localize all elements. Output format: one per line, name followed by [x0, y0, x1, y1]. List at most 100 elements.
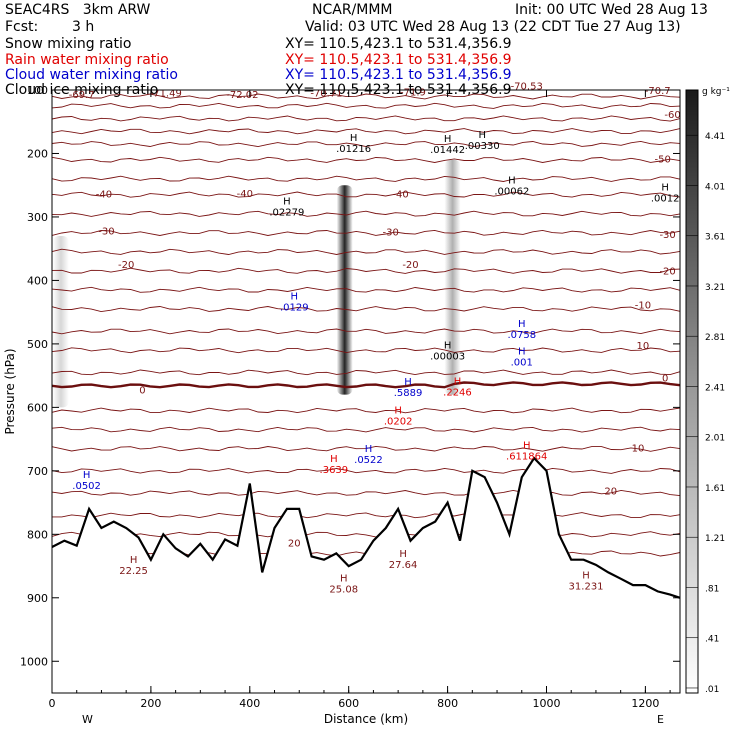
maximum-value-label: .3639 [320, 465, 349, 476]
x-tick-label: 0 [49, 697, 56, 710]
colorbar-label: 3.21 [705, 283, 725, 293]
y-tick-label: 1000 [20, 655, 48, 668]
terrain-layer [51, 456, 681, 693]
isotherm-line [51, 467, 681, 474]
colorbar: g kg⁻¹ 4.41 4.01 3.61 3.21 2.81 2.41 2.01 1.61 1… [685, 87, 730, 695]
maximum-value-label: .2246 [443, 388, 472, 399]
x-tick-label: 1200 [631, 697, 659, 710]
isotherm-label: -70.71 [310, 89, 342, 100]
isotherm-label: -30 [98, 226, 114, 237]
isotherm-label: -72.02 [226, 90, 258, 101]
snow-shading-band [444, 159, 461, 395]
maximum-marker: H [399, 549, 407, 560]
maximum-value-label: .001 [511, 358, 533, 369]
y-tick-label: 100 [27, 84, 48, 97]
y-tick-label: 900 [27, 592, 48, 605]
maximum-marker: H [291, 291, 299, 302]
maximum-marker: H [350, 133, 358, 144]
maximum-value-label: .00330 [465, 141, 500, 152]
isotherm-line [52, 512, 681, 519]
colorbar-label: 2.01 [705, 434, 725, 444]
maximum-marker: H [661, 182, 669, 193]
forecast-label: Fcst: [5, 19, 39, 35]
isotherm-label: 10 [632, 443, 645, 454]
maximum-value-label: 31.231 [569, 582, 604, 593]
isotherm-line [51, 102, 681, 109]
colorbar-label: .41 [705, 635, 719, 645]
isotherm-line [51, 369, 681, 376]
colorbar-label: 3.61 [705, 233, 725, 243]
snow-shading-band [52, 235, 69, 408]
y-tick-label: 600 [27, 401, 48, 414]
maximum-value-label: .02279 [269, 207, 304, 218]
west-end-label: W [82, 713, 93, 726]
maximum-value-label: .0202 [384, 417, 413, 428]
isotherm-line [51, 248, 681, 255]
y-tick-label: 300 [27, 211, 48, 224]
isotherm-label: -50 [655, 155, 671, 166]
colorbar-label: .01 [705, 685, 719, 695]
axis-layer: 0 200 400 600 800 1000 12001002003004005006007… [20, 84, 680, 710]
maximum-marker: H [330, 454, 338, 465]
init-time: Init: 00 UTC Wed 28 Aug 13 [515, 2, 708, 18]
isotherm-line [51, 115, 681, 122]
isotherm-label: -20 [118, 260, 134, 271]
isotherm-line [51, 140, 681, 148]
maximum-marker: H [83, 470, 91, 481]
maximum-value-label: .00003 [430, 351, 465, 362]
isotherm-layer [51, 93, 681, 557]
isotherm-line [51, 426, 681, 433]
colorbar-label: 2.81 [705, 333, 725, 343]
maximum-value-label: .01216 [336, 144, 371, 155]
x-tick-label: 1000 [532, 697, 560, 710]
isotherm-line [51, 156, 681, 163]
maximum-marker: H [340, 573, 348, 584]
x-axis-title: Distance (km) [324, 712, 408, 726]
y-tick-label: 200 [27, 147, 48, 160]
maximum-value-label: .0129 [280, 302, 309, 313]
maximum-value-label: .611864 [506, 452, 547, 463]
isotherm-label: 20 [604, 487, 617, 498]
y-tick-label: 800 [27, 528, 48, 541]
colorbar-unit: g kg⁻¹ [702, 87, 730, 97]
isotherm-line [51, 210, 681, 217]
maximum-value-label: .0012 [651, 193, 680, 204]
x-tick-label: 200 [140, 697, 161, 710]
maximum-marker: H [478, 130, 486, 141]
maximum-value-label: 27.64 [389, 560, 418, 571]
y-axis-title: Pressure (hPa) [3, 348, 17, 434]
colorbar-label: .81 [705, 584, 719, 594]
maximum-marker: H [365, 444, 373, 455]
field-xy-rain: XY= 110.5,423.1 to 531.4,356.9 [285, 52, 512, 68]
isotherm-label: -30 [383, 228, 399, 239]
maximum-value-label: .0522 [354, 455, 383, 466]
isotherm-label-layer: -69.7 -71.49 -72.02 -70.71 -71.9 -70.53 -70.7 -… [69, 82, 681, 550]
maximum-value-label: .5889 [394, 388, 423, 399]
isotherm-line [51, 191, 681, 198]
maximum-marker: H [454, 377, 462, 388]
isotherm-label: -60 [664, 110, 680, 121]
valid-time: Valid: 03 UTC Wed 28 Aug 13 (22 CDT Tue … [305, 19, 681, 35]
snow-shading-layer [52, 159, 461, 408]
colorbar-label: 2.41 [705, 383, 725, 393]
isotherm-line [51, 267, 681, 274]
x-tick-label: 600 [338, 697, 359, 710]
maxima-marker-layer: H.01216H.01442H.00330H.00062H.02279H.001… [72, 130, 679, 595]
colorbar-ramp [685, 89, 699, 694]
terrain-line [51, 456, 681, 599]
isotherm-label: -40 [237, 189, 253, 200]
maximum-marker: H [518, 319, 526, 330]
isotherm-label: -20 [659, 266, 675, 277]
maximum-value-label: .00062 [494, 186, 529, 197]
maximum-marker: H [523, 441, 531, 452]
isotherm-label: -20 [402, 260, 418, 271]
field-name-snow: Snow mixing ratio [5, 36, 132, 52]
maximum-marker: H [582, 571, 590, 582]
x-tick-label: 400 [239, 697, 260, 710]
isotherm-line [51, 445, 681, 452]
isotherm-line [51, 175, 681, 182]
maximum-value-label: 25.08 [329, 584, 358, 595]
isotherm-label: -70.7 [645, 86, 671, 97]
colorbar-label: 4.41 [705, 132, 725, 142]
